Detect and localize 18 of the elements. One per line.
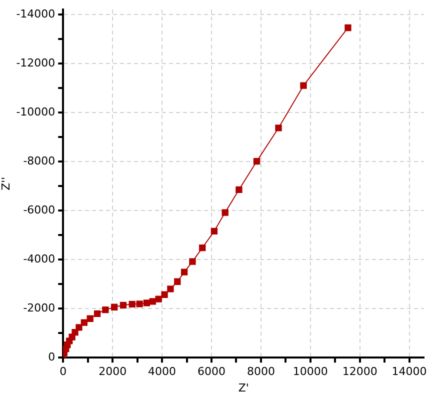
y-tick-label: -4000 — [23, 252, 56, 266]
y-tick-label: -12000 — [16, 56, 56, 70]
x-axis-title: Z' — [238, 381, 249, 394]
x-tick-label: 10000 — [292, 365, 328, 378]
y-axis-title: Z'' — [0, 176, 12, 190]
x-tick-label: 4000 — [148, 365, 176, 378]
x-tick-label: 2000 — [98, 365, 127, 378]
y-tick-label: -2000 — [23, 301, 56, 314]
x-tick-label: 6000 — [198, 365, 226, 378]
y-tick-label: -8000 — [23, 154, 56, 168]
x-tick-label: 0 — [60, 365, 67, 378]
y-tick-label: -14000 — [16, 7, 56, 20]
x-tick-label: 8000 — [246, 365, 275, 378]
x-tick-label: 14000 — [392, 365, 427, 378]
x-tick-label: 12000 — [342, 365, 378, 378]
y-tick-label: 0 — [48, 350, 56, 364]
y-tick-label: -10000 — [16, 105, 56, 118]
y-tick-label: -6000 — [23, 203, 56, 216]
